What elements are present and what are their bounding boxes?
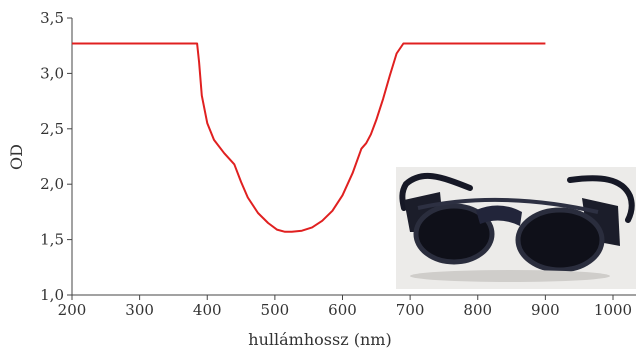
goggles-photo xyxy=(396,167,636,289)
od-spectrum-line xyxy=(72,42,546,233)
x-tick-label: 900 xyxy=(531,301,560,319)
x-tick-label: 700 xyxy=(396,301,425,319)
goggles-top-brow xyxy=(417,197,599,214)
x-tick-label: 1000 xyxy=(594,301,632,319)
ticks-layer: 200 300 400 500 600 700 800 900 1000 1,0 1,5 2,0 2,5… xyxy=(40,9,632,319)
x-axis-label: hullámhossz (nm) xyxy=(248,330,391,349)
x-tick-label: 800 xyxy=(463,301,492,319)
goggles-bridge xyxy=(476,205,522,226)
goggles-right-lens xyxy=(515,207,605,273)
x-tick-label: 200 xyxy=(58,301,87,319)
goggles-left-temple xyxy=(399,172,473,211)
x-tick-label: 300 xyxy=(125,301,154,319)
goggles-right-temple xyxy=(567,175,635,223)
x-tick-label: 500 xyxy=(261,301,290,319)
y-tick-label: 1,0 xyxy=(40,286,64,304)
y-tick-label: 3,0 xyxy=(40,64,64,82)
goggles-shadow xyxy=(410,270,610,282)
goggles-left-lens xyxy=(413,203,495,265)
y-tick-label: 2,0 xyxy=(40,175,64,193)
x-tick-label: 600 xyxy=(328,301,357,319)
y-tick-label: 2,5 xyxy=(40,120,64,138)
x-tick-label: 400 xyxy=(193,301,222,319)
y-axis-label: OD xyxy=(7,144,26,170)
y-tick-label: 3,5 xyxy=(40,9,64,27)
y-tick-label: 1,5 xyxy=(40,231,64,249)
